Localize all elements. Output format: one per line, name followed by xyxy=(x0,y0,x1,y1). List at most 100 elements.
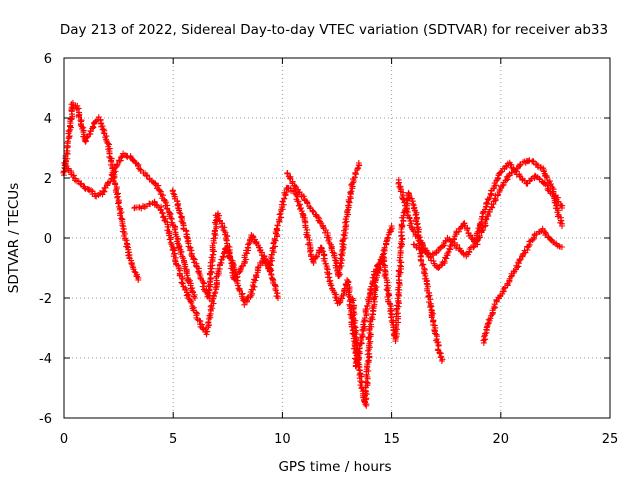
data-point xyxy=(419,262,426,269)
data-point xyxy=(270,249,277,256)
data-point xyxy=(114,193,121,200)
data-point xyxy=(419,261,426,268)
data-point xyxy=(436,350,443,357)
data-point xyxy=(443,255,450,262)
data-point xyxy=(207,274,214,281)
data-point xyxy=(220,254,227,261)
data-point xyxy=(512,167,519,174)
data-point xyxy=(195,268,202,275)
data-point xyxy=(383,238,390,245)
data-point xyxy=(507,273,514,280)
data-point xyxy=(396,257,403,264)
data-point xyxy=(303,233,310,240)
data-point xyxy=(328,282,335,289)
data-point xyxy=(188,251,195,258)
data-point xyxy=(276,211,283,218)
data-point xyxy=(236,287,243,294)
data-point xyxy=(423,280,430,287)
data-point xyxy=(358,340,365,347)
data-point xyxy=(483,324,490,331)
data-point xyxy=(114,161,121,168)
data-point xyxy=(348,180,355,187)
data-point xyxy=(346,199,353,206)
data-point xyxy=(486,195,493,202)
data-point xyxy=(64,138,71,145)
data-point xyxy=(473,237,480,244)
data-point xyxy=(348,188,355,195)
data-point xyxy=(63,147,70,154)
data-point xyxy=(206,292,213,299)
data-point xyxy=(112,168,119,175)
data-point xyxy=(355,160,362,166)
data-point xyxy=(300,193,307,200)
data-point xyxy=(483,199,490,206)
data-point xyxy=(481,333,488,340)
data-point xyxy=(415,235,422,242)
data-point xyxy=(530,158,537,165)
data-point xyxy=(117,212,124,219)
data-point xyxy=(153,201,160,208)
data-point xyxy=(454,241,461,248)
data-point xyxy=(369,314,376,321)
data-point xyxy=(558,244,565,250)
data-point xyxy=(338,251,345,258)
data-point xyxy=(345,292,352,299)
data-point xyxy=(192,295,199,301)
data-point xyxy=(249,282,256,289)
data-point xyxy=(558,205,565,211)
data-point xyxy=(146,201,153,208)
data-point xyxy=(397,262,404,269)
data-point xyxy=(380,247,387,254)
data-point xyxy=(248,292,255,299)
data-point xyxy=(503,173,510,180)
data-point xyxy=(341,232,348,239)
data-point xyxy=(167,214,174,221)
data-point xyxy=(171,250,178,257)
data-point xyxy=(118,209,125,216)
data-point xyxy=(440,243,447,250)
data-point xyxy=(380,258,387,265)
data-point xyxy=(118,215,125,222)
data-point xyxy=(399,241,406,248)
y-tick-label: 0 xyxy=(44,232,52,247)
data-point xyxy=(115,200,122,207)
data-point xyxy=(272,285,279,292)
data-point xyxy=(118,154,125,161)
data-point xyxy=(491,195,498,202)
data-point xyxy=(388,311,395,318)
y-tick-label: -4 xyxy=(39,352,52,367)
data-point xyxy=(556,243,563,250)
data-point xyxy=(155,182,162,189)
data-point xyxy=(190,293,197,300)
series-track-d xyxy=(169,184,395,370)
x-axis-label: GPS time / hours xyxy=(278,459,391,475)
data-point xyxy=(499,182,506,189)
data-point xyxy=(529,236,536,243)
data-point xyxy=(497,169,504,176)
data-point xyxy=(244,294,251,301)
data-point xyxy=(268,274,275,281)
data-point xyxy=(396,300,403,307)
data-point xyxy=(135,277,142,283)
data-point xyxy=(187,298,194,305)
data-point xyxy=(558,223,565,229)
data-point xyxy=(274,222,281,229)
x-tick-label: 25 xyxy=(602,432,619,447)
data-point xyxy=(65,166,72,173)
data-point xyxy=(252,277,259,284)
y-tick-label: -2 xyxy=(39,292,52,307)
data-point xyxy=(384,287,391,294)
data-point xyxy=(403,207,410,214)
data-point xyxy=(516,172,523,179)
data-point xyxy=(352,338,359,345)
data-point xyxy=(281,195,288,202)
data-point xyxy=(131,205,138,212)
data-point xyxy=(179,280,186,287)
x-tick-label: 5 xyxy=(169,432,177,447)
data-point xyxy=(532,172,539,179)
data-point xyxy=(526,157,533,164)
data-point xyxy=(396,277,403,284)
data-point xyxy=(81,185,88,192)
chart-title: Day 213 of 2022, Sidereal Day-to-day VTE… xyxy=(60,22,608,38)
